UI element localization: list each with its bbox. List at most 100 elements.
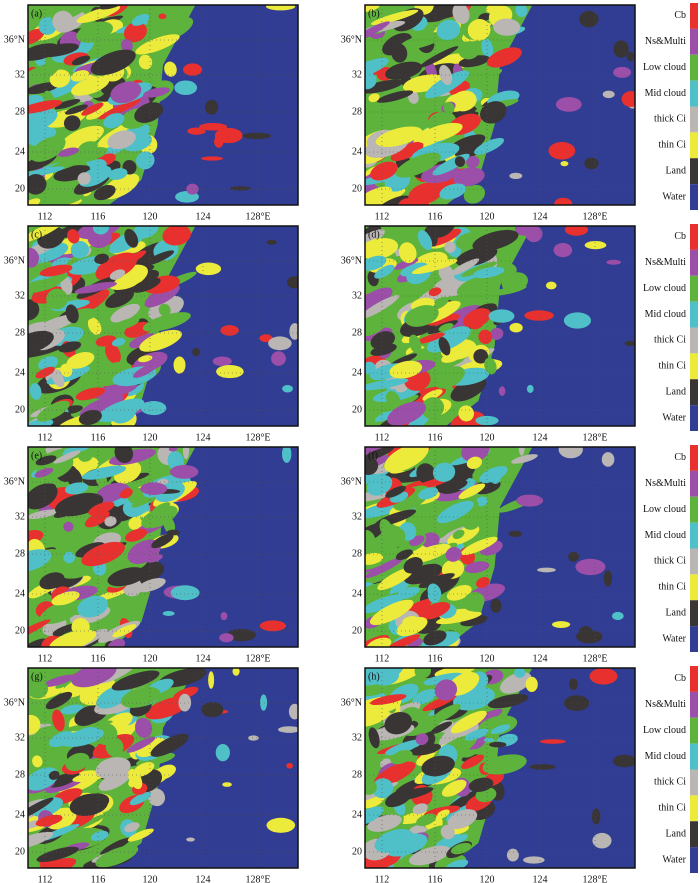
ocean-cloud bbox=[288, 703, 298, 720]
lat-label: 36°N bbox=[4, 476, 25, 487]
legend-label: thin Ci bbox=[658, 582, 686, 593]
cloud-region bbox=[28, 99, 63, 114]
ocean-cloud bbox=[214, 127, 243, 144]
ocean-cloud bbox=[140, 482, 168, 496]
cloud-region bbox=[461, 754, 485, 770]
cloud-region bbox=[481, 38, 494, 58]
cloud-region bbox=[128, 516, 143, 530]
cloud-region bbox=[28, 124, 46, 147]
ocean-cloud bbox=[286, 276, 298, 289]
cloud-region bbox=[60, 276, 73, 295]
legend-label: Ns&Multi bbox=[645, 699, 686, 710]
lat-label: 36°N bbox=[4, 255, 25, 266]
cloud-region bbox=[416, 332, 445, 344]
ocean-cloud bbox=[220, 325, 239, 336]
lat-label: 32 bbox=[352, 511, 362, 522]
cloud-region bbox=[58, 341, 82, 353]
lat-label: 36°N bbox=[341, 255, 362, 266]
cloud-region bbox=[511, 454, 538, 464]
cloud-region bbox=[65, 304, 79, 324]
lat-label: 24 bbox=[352, 146, 362, 157]
cloud-region bbox=[38, 16, 57, 35]
cloud-region bbox=[434, 679, 458, 701]
lon-label: 124 bbox=[196, 653, 211, 664]
cloud-region bbox=[487, 693, 529, 709]
cloud-region bbox=[384, 711, 413, 735]
cloud-region bbox=[146, 554, 163, 563]
cloud-region bbox=[131, 277, 161, 293]
ocean-cloud bbox=[259, 334, 273, 343]
cloud-region bbox=[129, 791, 152, 806]
lon-label: 112 bbox=[38, 432, 53, 443]
cloud-region bbox=[142, 312, 191, 332]
lat-label: 20 bbox=[352, 625, 362, 636]
cloud-region bbox=[28, 82, 60, 95]
panel-label: (g) bbox=[31, 671, 43, 682]
cloud-region bbox=[65, 154, 87, 166]
cloud-region bbox=[49, 629, 97, 647]
cloud-region bbox=[452, 529, 465, 540]
cloud-region bbox=[390, 141, 424, 162]
lat-label: 20 bbox=[352, 183, 362, 194]
cloud-region bbox=[365, 556, 405, 579]
cloud-region bbox=[124, 822, 140, 833]
ocean-cloud bbox=[266, 239, 277, 245]
panel-label: (a) bbox=[31, 8, 42, 19]
cloud-region bbox=[71, 55, 91, 66]
cloud-region bbox=[436, 19, 461, 41]
cloud-region bbox=[152, 502, 171, 513]
cloud-region bbox=[395, 549, 413, 561]
legend-label: Low cloud bbox=[643, 725, 686, 736]
legend-label: Mid cloud bbox=[645, 751, 686, 762]
legend-label: Water bbox=[662, 633, 686, 644]
legend-label: Ns&Multi bbox=[645, 478, 686, 489]
cloud-region bbox=[127, 768, 143, 790]
lat-label: 28 bbox=[15, 327, 25, 338]
cloud-region bbox=[490, 724, 511, 735]
cloud-region bbox=[28, 549, 52, 573]
legend-label: Mid cloud bbox=[645, 309, 686, 320]
cloud-region bbox=[35, 314, 78, 334]
lat-label: 24 bbox=[352, 367, 362, 378]
ocean-cloud bbox=[158, 13, 167, 20]
cloud-region bbox=[443, 101, 455, 114]
legend-swatch bbox=[690, 626, 698, 652]
cloud-region bbox=[90, 49, 136, 76]
cloud-region bbox=[28, 345, 62, 359]
ocean-cloud bbox=[208, 671, 215, 689]
legend-label: Low cloud bbox=[643, 62, 686, 73]
cloud-region bbox=[445, 547, 462, 562]
ocean-cloud bbox=[526, 384, 534, 393]
cloud-region bbox=[440, 824, 455, 840]
cloud-region bbox=[454, 156, 466, 167]
cloud-region bbox=[60, 704, 84, 715]
ocean-cloud bbox=[612, 611, 624, 621]
ocean-cloud bbox=[493, 18, 521, 36]
cloud-region bbox=[390, 750, 413, 765]
legend-swatch bbox=[690, 158, 698, 185]
ocean-cloud bbox=[603, 570, 612, 587]
ocean-cloud bbox=[602, 90, 615, 99]
lon-label: 112 bbox=[38, 874, 53, 883]
ocean-cloud bbox=[195, 262, 222, 276]
cloud-region bbox=[414, 668, 431, 679]
ocean-cloud bbox=[490, 598, 502, 614]
cloud-region bbox=[71, 76, 110, 96]
cloud-region bbox=[455, 246, 498, 267]
cloud-region bbox=[374, 828, 414, 853]
map-panel bbox=[365, 668, 635, 868]
cloud-region bbox=[476, 576, 490, 588]
cloud-region bbox=[450, 377, 487, 402]
ocean-cloud bbox=[268, 336, 292, 351]
cloud-region bbox=[365, 594, 404, 613]
ocean-cloud bbox=[220, 612, 228, 621]
cloud-region bbox=[438, 264, 454, 283]
cloud-region bbox=[370, 9, 419, 26]
ocean-cloud bbox=[247, 735, 259, 741]
cloud-region bbox=[121, 686, 161, 708]
legend-swatch bbox=[690, 405, 698, 431]
cloud-region bbox=[445, 859, 469, 868]
legend-label: Cb bbox=[674, 673, 686, 684]
cloud-region bbox=[385, 739, 423, 756]
lat-label: 28 bbox=[352, 548, 362, 559]
